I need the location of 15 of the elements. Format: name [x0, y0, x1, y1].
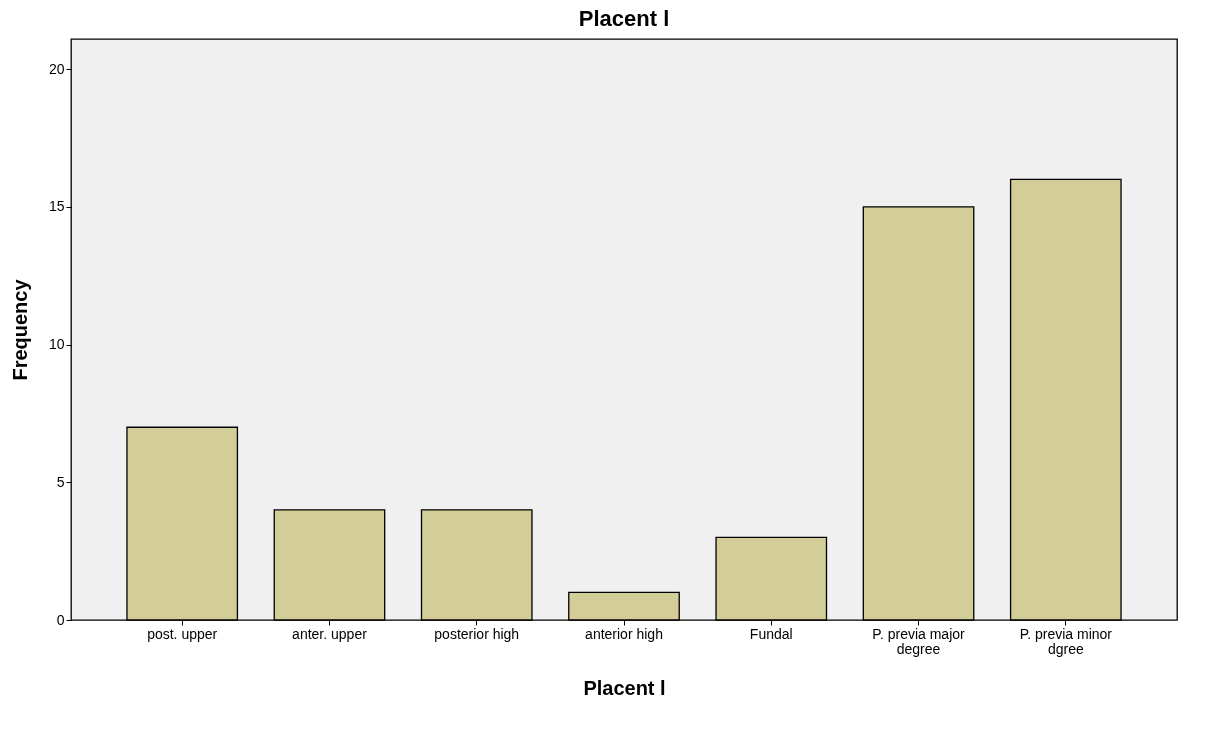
y-tick-label: 0: [56, 611, 65, 628]
y-tick-label: 5: [56, 473, 65, 490]
x-tick-label: P. previa minor dgree: [1019, 625, 1113, 657]
x-tick-label: anter. upper: [292, 625, 368, 642]
chart-title: Placent l: [578, 6, 670, 31]
x-tick-label: Fundal: [749, 625, 793, 642]
y-tick-label: 15: [48, 198, 65, 215]
y-axis-title: Frequency: [8, 278, 31, 381]
x-tick-label: P. previa major degree: [872, 625, 966, 657]
x-axis-title: Placent l: [583, 676, 666, 699]
x-tick-label: posterior high: [434, 625, 520, 642]
y-tick-label: 20: [48, 60, 65, 77]
x-tick-label: post. upper: [147, 625, 218, 642]
x-tick-label: anterior high: [585, 625, 663, 642]
y-tick-label: 10: [48, 336, 65, 353]
